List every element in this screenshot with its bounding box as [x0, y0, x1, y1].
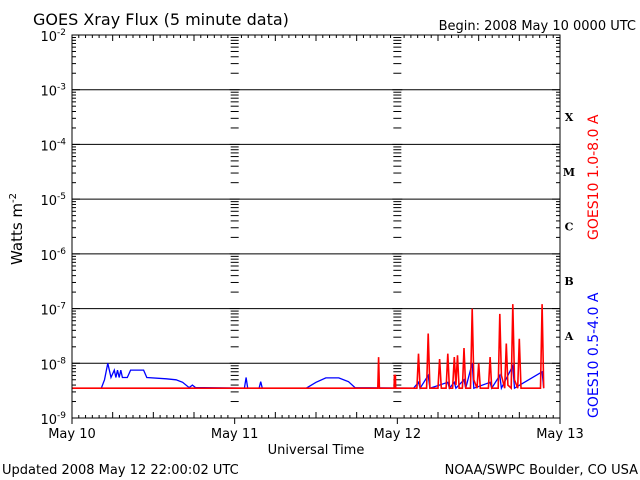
y-tick-label: 10-9: [40, 411, 66, 428]
y-tick-label: 10-3: [40, 83, 66, 100]
begin-label: Begin: 2008 May 10 0000 UTC: [439, 19, 636, 34]
chart-title: GOES Xray Flux (5 minute data): [33, 10, 289, 29]
legend-long-channel: GOES10 1.0-8.0 A: [586, 114, 602, 240]
y-axis-label: Watts m-2: [8, 193, 26, 265]
x-tick-label: May 11: [211, 427, 259, 442]
plot-frame: [71, 34, 561, 419]
flare-class-label: X: [565, 111, 574, 124]
flare-class-label: M: [563, 166, 575, 179]
x-axis-label: Universal Time: [268, 443, 365, 458]
day-separator-1: [229, 37, 240, 419]
legend-short-channel: GOES10 0.5-4.0 A: [586, 292, 602, 418]
y-axis-label-superscript: -2: [8, 193, 19, 203]
y-tick-label: 10-6: [40, 247, 66, 264]
footer-source-text: NOAA/SWPC Boulder, CO USA: [445, 463, 638, 478]
y-tick-label: 10-7: [40, 302, 66, 319]
x-tick-label: May 10: [48, 427, 96, 442]
y-tick-labels: 10-9 10-8 10-7 10-6 10-5 10-4 10-3 10-2: [40, 28, 66, 428]
flare-class-label: C: [565, 221, 574, 234]
svg-text:Watts m-2: Watts m-2: [8, 193, 26, 265]
footer-updated-text: Updated 2008 May 12 22:00:02 UTC: [2, 463, 239, 478]
series-layer: [72, 304, 545, 391]
x-tick-label: May 13: [536, 427, 584, 442]
y-tick-label: 10-4: [40, 137, 66, 154]
right-axis-ticks: [552, 37, 560, 419]
day-separator-2: [392, 37, 403, 419]
flare-class-label: A: [564, 330, 574, 343]
y-tick-label: 10-2: [40, 28, 66, 45]
flare-class-label: B: [564, 275, 573, 288]
x-tick-label: May 12: [374, 427, 422, 442]
y-tick-label: 10-5: [40, 192, 66, 209]
x-tick-labels: May 10 May 11 May 12 May 13: [48, 427, 584, 442]
flare-class-labels: X M C B A: [563, 111, 575, 343]
series-line-0: [72, 304, 545, 391]
grid-lines: [72, 89, 560, 364]
y-axis-label-text: Watts m: [8, 203, 26, 265]
hour-ticks: [71, 35, 561, 424]
y-tick-label: 10-8: [40, 356, 66, 373]
axis-ticks: [71, 35, 561, 424]
left-axis-ticks: [72, 37, 80, 419]
